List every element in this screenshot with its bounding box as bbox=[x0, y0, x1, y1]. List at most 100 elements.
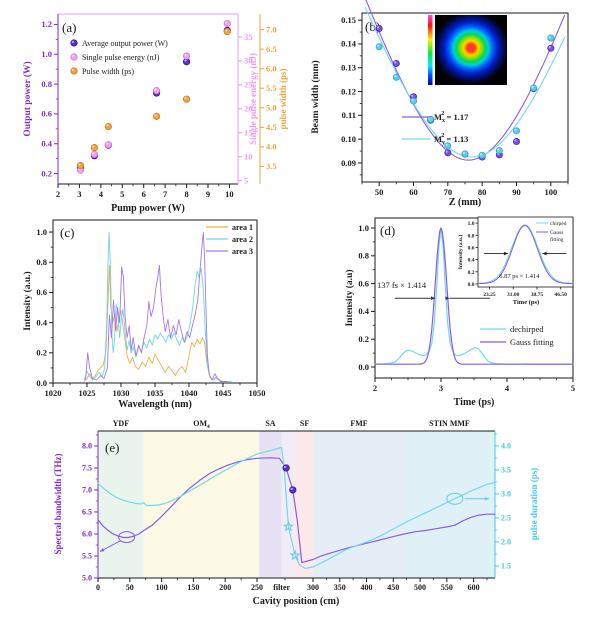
inset-y-tick-label: 1.0 bbox=[468, 221, 475, 227]
data-point bbox=[152, 112, 161, 120]
component-label: OM4 bbox=[193, 419, 210, 430]
gauss-fit-curve bbox=[374, 227, 574, 365]
data-point bbox=[282, 464, 290, 472]
marker-highlight bbox=[548, 35, 551, 38]
data-point bbox=[223, 27, 231, 36]
legend-label: area 1 bbox=[232, 223, 253, 232]
marker-highlight bbox=[78, 163, 81, 166]
marker-highlight bbox=[71, 54, 74, 57]
y-tick-label: 0.15 bbox=[341, 15, 356, 25]
x-tick-label: 50 bbox=[375, 187, 384, 197]
y-tick-label: 0.4 bbox=[41, 139, 52, 149]
y-tick-label: 0.0 bbox=[358, 362, 369, 372]
x-tick-label: 10 bbox=[225, 189, 234, 199]
colorbar bbox=[428, 15, 433, 85]
panel-b-plot: 50 60 70 80 90 100 0.09 0.10 0.11 0.12 0.13 0.14 0.1… bbox=[310, 0, 569, 208]
fwhm-annotation: 137 fs × 1.414 bbox=[377, 280, 427, 290]
data-point bbox=[547, 44, 555, 52]
panel-e-cavity-chart: YDF OM4 SA SF FMF STIN MMF 0 50 100 150 200 250 300 3… bbox=[53, 419, 539, 607]
inset-x-axis-title: Time (ps) bbox=[513, 299, 539, 306]
y-tick-label: 0.12 bbox=[341, 86, 356, 96]
y-tick-label: 0.0 bbox=[36, 378, 47, 388]
marker-highlight bbox=[92, 152, 95, 155]
data-point bbox=[70, 53, 78, 61]
legend-label: area 2 bbox=[232, 235, 253, 244]
x-tick-label: 400 bbox=[361, 583, 373, 592]
y-tick-label: 0.8 bbox=[41, 79, 52, 89]
marker-highlight bbox=[514, 139, 517, 142]
inset-x-tick-label: 31.00 bbox=[507, 292, 520, 298]
series-1 bbox=[76, 26, 231, 172]
x-tick-label: 300 bbox=[307, 583, 319, 592]
y-left-tick-label: 7.0 bbox=[82, 486, 92, 495]
data-point bbox=[289, 486, 297, 494]
y-right-tick-label: 2.0 bbox=[501, 538, 511, 547]
y-tick-label: 1.0 bbox=[41, 49, 52, 59]
marker-highlight bbox=[428, 117, 431, 120]
inset-y-axis-title: Intensity (a.u.) bbox=[457, 235, 464, 270]
component-label: SA bbox=[265, 419, 275, 428]
inset-gauss-curve bbox=[479, 225, 574, 285]
component-label: STIN MMF bbox=[429, 419, 470, 428]
panel-d-pulse-chart: 2 3 4 5 0.0 0.2 0.4 0.6 0.8 1.0 Time (ps) Intensity… bbox=[344, 216, 575, 408]
y-tick-label: 0.2 bbox=[36, 348, 47, 358]
inset-legend-label: chirped bbox=[550, 221, 567, 227]
star-marker bbox=[282, 520, 294, 532]
region-band bbox=[98, 431, 144, 578]
data-point bbox=[410, 97, 418, 105]
x-tick-label: 100 bbox=[156, 583, 168, 592]
component-label: SF bbox=[300, 419, 309, 428]
x-tick-label: 2 bbox=[56, 189, 60, 199]
y-tick-label: 0.2 bbox=[358, 334, 369, 344]
marker-highlight bbox=[531, 85, 534, 88]
legend-item: area 2 bbox=[206, 235, 253, 244]
legend-label: Average output power (W) bbox=[82, 39, 168, 48]
x-tick-label: 70 bbox=[444, 187, 453, 197]
panel-letter: (a) bbox=[62, 20, 76, 35]
inset-y-tick-label: 0.0 bbox=[468, 282, 475, 288]
width-tick-label: 6.0 bbox=[266, 64, 277, 74]
y-tick-label: 0.6 bbox=[358, 278, 369, 288]
x-tick-label: 150 bbox=[187, 583, 199, 592]
y-right-tick-label: 2.5 bbox=[501, 514, 511, 523]
inset-y-tick-label: 0.6 bbox=[468, 245, 475, 251]
x-tick-label: 3 bbox=[77, 189, 81, 199]
arrow-head bbox=[503, 251, 509, 256]
marker-highlight bbox=[462, 151, 465, 154]
y-tick-label: 0.09 bbox=[341, 158, 356, 168]
x-tick-label: 550 bbox=[441, 583, 453, 592]
y-tick-label: 0.2 bbox=[41, 168, 52, 178]
x-tick-label: 200 bbox=[219, 583, 231, 592]
width-tick-label: 7.0 bbox=[266, 24, 277, 34]
marker-highlight bbox=[154, 114, 157, 117]
marker-highlight bbox=[184, 59, 187, 62]
component-label: FMF bbox=[350, 419, 367, 428]
left-axis-indicator-circle bbox=[118, 531, 136, 544]
data-point bbox=[70, 39, 78, 47]
legend-label: dechirped bbox=[510, 324, 544, 334]
inset-y-tick-label: 0.2 bbox=[468, 270, 475, 276]
y-tick-label: 1.2 bbox=[41, 19, 52, 29]
data-point bbox=[90, 150, 99, 158]
y-axis-title: Intensity (a.u) bbox=[344, 269, 355, 326]
inset-legend-label: Gauss bbox=[550, 230, 563, 236]
marker-highlight bbox=[283, 465, 287, 468]
region-band bbox=[404, 431, 495, 578]
x-tick-label: 6 bbox=[142, 189, 146, 199]
inset-x-tick-label: 23.25 bbox=[483, 292, 496, 298]
x-tick-label: 5 bbox=[120, 189, 124, 199]
data-point bbox=[478, 151, 486, 159]
data-point bbox=[182, 95, 191, 103]
marker-highlight bbox=[479, 153, 483, 156]
marker-highlight bbox=[445, 150, 448, 153]
legend-item: Single pulse energy (nJ) bbox=[70, 53, 160, 62]
data-point bbox=[461, 150, 469, 158]
legend-label: My2 = 1.13 bbox=[434, 133, 468, 146]
y-tick-label: 0.11 bbox=[342, 110, 356, 120]
panel-b-beam-width-chart: 50 60 70 80 90 100 0.09 0.10 0.11 0.12 0.13 0.14 0.1… bbox=[310, 0, 569, 208]
series-2 bbox=[375, 34, 555, 159]
x-axis-title: Wavelength (nm) bbox=[118, 399, 192, 410]
y-left-tick-label: 7.5 bbox=[82, 464, 92, 473]
x-axis-title: Cavity position (cm) bbox=[253, 596, 340, 607]
